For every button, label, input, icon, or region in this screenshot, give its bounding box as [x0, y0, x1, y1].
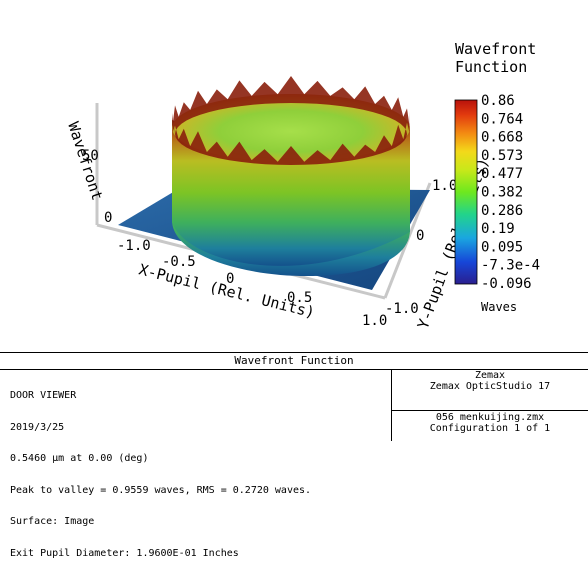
z-tick-label: 50	[82, 148, 99, 164]
legend-title-line2: Function	[455, 58, 527, 76]
colorbar	[454, 99, 478, 285]
footer-product: Zemax OpticStudio 17	[429, 381, 551, 392]
y-tick-label: 0	[416, 228, 424, 244]
footer-divider	[391, 369, 392, 441]
colorbar-tick-label: 0.382	[481, 185, 523, 201]
y-ticks: -1.0 0 1.0	[385, 178, 457, 317]
x-tick-label: -0.5	[162, 254, 196, 270]
footer-company-block: Zemax Zemax OpticStudio 17	[392, 370, 588, 410]
footer-info-line: Surface: Image	[10, 516, 95, 527]
wavefront-rim-peaks	[172, 76, 410, 165]
x-tick-label: -1.0	[117, 238, 151, 254]
footer-title: Wavefront Function	[0, 353, 588, 370]
footer-company: Zemax	[474, 370, 506, 381]
footer-configuration: Configuration 1 of 1	[429, 423, 551, 434]
wavefront-top-surface	[172, 94, 410, 162]
colorbar-units: Waves	[481, 300, 517, 314]
wavefront-plot: -1.0 -0.5 0 0.5 1.0 -1.0 0 1.0 0 50 X-Pu…	[64, 40, 540, 331]
footer-divider	[391, 410, 588, 411]
legend-title-line1: Wavefront	[455, 40, 536, 58]
footer-info-line: DOOR VIEWER	[10, 390, 77, 401]
z-axis-label: Wavefront	[64, 120, 106, 203]
colorbar-tick-label: -7.3e-4	[481, 258, 540, 274]
footer-info-line: Exit Pupil Diameter: 1.9600E-01 Inches	[10, 547, 239, 559]
footer-file: 056 menkuijing.zmx	[435, 412, 545, 423]
colorbar-tick-label: 0.764	[481, 111, 523, 127]
z-tick-label: 0	[104, 210, 112, 226]
colorbar-tick-label: 0.095	[481, 239, 523, 255]
colorbar-ticks: 0.86 0.764 0.668 0.573 0.477 0.382 0.286 0.19 0.…	[481, 93, 540, 292]
x-ticks: -1.0 -0.5 0 0.5 1.0	[117, 238, 387, 329]
colorbar-tick-label: 0.286	[481, 203, 523, 219]
colorbar-tick-label: 0.86	[481, 93, 515, 109]
colorbar-tick-label: 0.668	[481, 130, 523, 146]
y-tick-label: 1.0	[432, 178, 457, 194]
colorbar-tick-label: 0.573	[481, 148, 523, 164]
z-ticks: 0 50	[82, 148, 112, 226]
footer-info-line: 0.5460 µm at 0.00 (deg)	[10, 453, 149, 464]
x-tick-label: 0.5	[287, 290, 312, 306]
footer-info-line: Peak to valley = 0.9559 waves, RMS = 0.2…	[10, 484, 312, 496]
x-tick-label: 1.0	[362, 313, 387, 329]
colorbar-tick-label: 0.477	[481, 166, 523, 182]
x-tick-label: 0	[226, 271, 234, 287]
footer-file-block: 056 menkuijing.zmx Configuration 1 of 1	[392, 412, 588, 434]
footer-panel: Wavefront Function DOOR VIEWER 2019/3/25…	[0, 352, 588, 558]
footer-info: DOOR VIEWER 2019/3/25 0.5460 µm at 0.00 …	[10, 370, 390, 580]
footer-info-line: 2019/3/25	[10, 421, 65, 433]
colorbar-tick-label: -0.096	[481, 276, 532, 292]
y-tick-label: -1.0	[385, 301, 419, 317]
colorbar-tick-label: 0.19	[481, 221, 515, 237]
